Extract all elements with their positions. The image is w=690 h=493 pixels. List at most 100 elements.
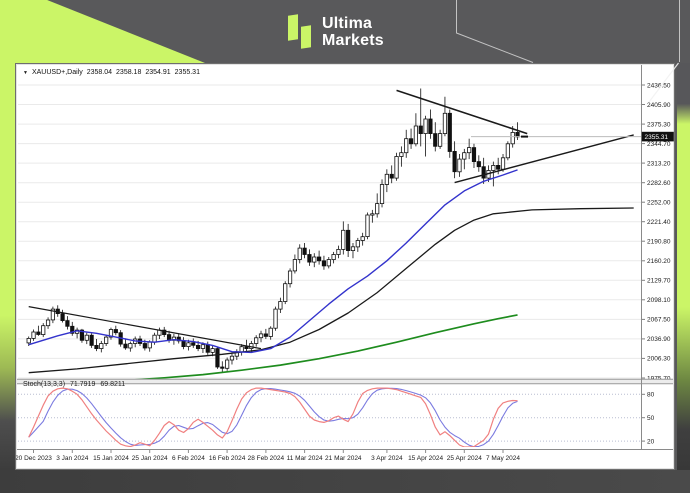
candle-body xyxy=(505,143,510,159)
candle-body xyxy=(365,214,370,238)
candle-body xyxy=(394,156,399,179)
candle-body xyxy=(239,346,244,353)
candle-body xyxy=(244,346,249,350)
price-axis-label: 2098.10 xyxy=(647,297,671,304)
candle-body xyxy=(123,343,128,349)
candle-body xyxy=(370,213,375,216)
decorative-lime-wedge xyxy=(0,0,205,63)
candle-body xyxy=(108,329,114,338)
price-axis-label: 2067.50 xyxy=(647,317,671,324)
price-pane xyxy=(26,88,641,380)
price-axis-label: 2344.70 xyxy=(647,141,671,148)
chart-symbol-period: XAUUSD+,Daily xyxy=(31,69,83,76)
chart-low-value: 2354.91 xyxy=(145,69,171,76)
candle-body xyxy=(326,259,331,267)
candle-body xyxy=(268,327,273,337)
price-tag-value: 2355.31 xyxy=(645,134,669,141)
date-axis-label: 7 May 2024 xyxy=(486,455,520,462)
candle-body xyxy=(31,331,36,339)
candle-body xyxy=(452,151,457,173)
candle-body xyxy=(89,334,94,346)
candle-body xyxy=(316,256,322,262)
stochastic-indicator-label: Stoch(13,3,3) 71.7919 69.8211 xyxy=(23,381,125,388)
pane-divider[interactable] xyxy=(17,379,673,384)
candle-body xyxy=(297,247,302,260)
chart-open-value: 2358.04 xyxy=(86,69,113,76)
candle-body xyxy=(41,325,46,336)
candle-body xyxy=(331,254,336,260)
price-axis-label: 2221.40 xyxy=(647,219,671,226)
candle-body xyxy=(360,236,365,241)
candle-body xyxy=(186,342,191,347)
candle-body xyxy=(389,173,394,179)
chart-title-bar: ▼ XAUUSD+,Daily 2358.04 2358.18 2354.91 … xyxy=(23,69,200,77)
date-axis: 20 Dec 2023 3 Jan 2024 15 Jan 2024 25 Jan 2… xyxy=(16,449,520,462)
ma-black-line xyxy=(28,207,634,374)
stoch-signal-value: 69.8211 xyxy=(100,381,126,388)
left-descending-trendline[interactable] xyxy=(28,306,262,350)
candle-body xyxy=(99,343,104,349)
candle-body xyxy=(60,313,65,322)
stoch-axis-label: 50 xyxy=(647,415,655,422)
header-banner: Ultima Markets xyxy=(0,0,690,63)
chart-canvas[interactable]: 2436.50 2405.90 2375.30 2344.70 2313.20 2282.… xyxy=(16,64,674,469)
chart-close-value: 2355.31 xyxy=(174,69,200,76)
candle-body xyxy=(152,334,157,343)
trading-chart-window: 2436.50 2405.90 2375.30 2344.70 2313.20 2282.… xyxy=(15,63,675,470)
date-axis-label: 25 Jan 2024 xyxy=(132,455,168,462)
candle-body xyxy=(36,331,41,335)
stoch-name: Stoch(13,3,3) xyxy=(23,381,66,388)
candle-body xyxy=(307,254,312,263)
candle-body xyxy=(191,342,196,346)
candle-body xyxy=(70,325,75,334)
date-axis-label: 15 Jan 2024 xyxy=(93,455,129,462)
candle-body xyxy=(462,152,467,160)
candle-body xyxy=(467,147,472,154)
candle-body xyxy=(321,260,327,267)
date-axis-label: 28 Feb 2024 xyxy=(248,455,285,462)
stochastic-main-line xyxy=(28,387,518,447)
upper-descending-trendline[interactable] xyxy=(396,89,528,135)
candle-body xyxy=(205,344,210,353)
logo-line1: Ultima xyxy=(322,15,373,32)
candle-body xyxy=(510,132,515,145)
candle-body xyxy=(104,336,109,344)
last-close-marker xyxy=(521,135,528,138)
price-axis-label: 2036.90 xyxy=(647,336,671,343)
price-axis-label: 2006.30 xyxy=(647,356,671,363)
candle-body xyxy=(254,337,259,344)
candle-body xyxy=(471,147,477,162)
candle-body xyxy=(263,333,268,337)
stoch-lines xyxy=(28,387,518,447)
date-axis-label: 20 Dec 2023 xyxy=(16,455,52,462)
candle-body xyxy=(147,341,152,349)
candle-body xyxy=(229,355,235,361)
chart-dropdown-arrow-icon[interactable]: ▼ xyxy=(23,70,28,76)
price-axis-label: 2160.20 xyxy=(647,258,671,265)
candle-body xyxy=(273,308,278,329)
candle-body xyxy=(384,173,389,185)
candle-body xyxy=(496,165,501,170)
candle-body xyxy=(341,229,346,250)
price-axis-label: 2405.90 xyxy=(647,102,671,109)
ascending-support-ray[interactable] xyxy=(454,134,634,184)
ultima-markets-logo-icon xyxy=(287,13,312,51)
brand-logo: Ultima Markets xyxy=(287,13,384,51)
candle-body xyxy=(113,329,118,334)
candle-body xyxy=(210,348,215,353)
candle-body xyxy=(447,112,452,152)
candle-body xyxy=(128,343,133,349)
candle-body xyxy=(278,301,283,310)
stochastic-pane: 80 50 20 xyxy=(18,387,655,447)
candle-body xyxy=(312,256,317,263)
candle-body xyxy=(481,166,486,179)
candle-body xyxy=(50,308,56,321)
logo-bar-right xyxy=(301,25,311,49)
date-axis-label: 16 Feb 2024 xyxy=(209,455,246,462)
candle-body xyxy=(355,240,360,248)
current-price-tag: 2355.31 xyxy=(641,131,674,142)
candle-body xyxy=(413,125,419,145)
candle-body xyxy=(476,161,481,168)
logo-bar-left xyxy=(288,14,298,41)
